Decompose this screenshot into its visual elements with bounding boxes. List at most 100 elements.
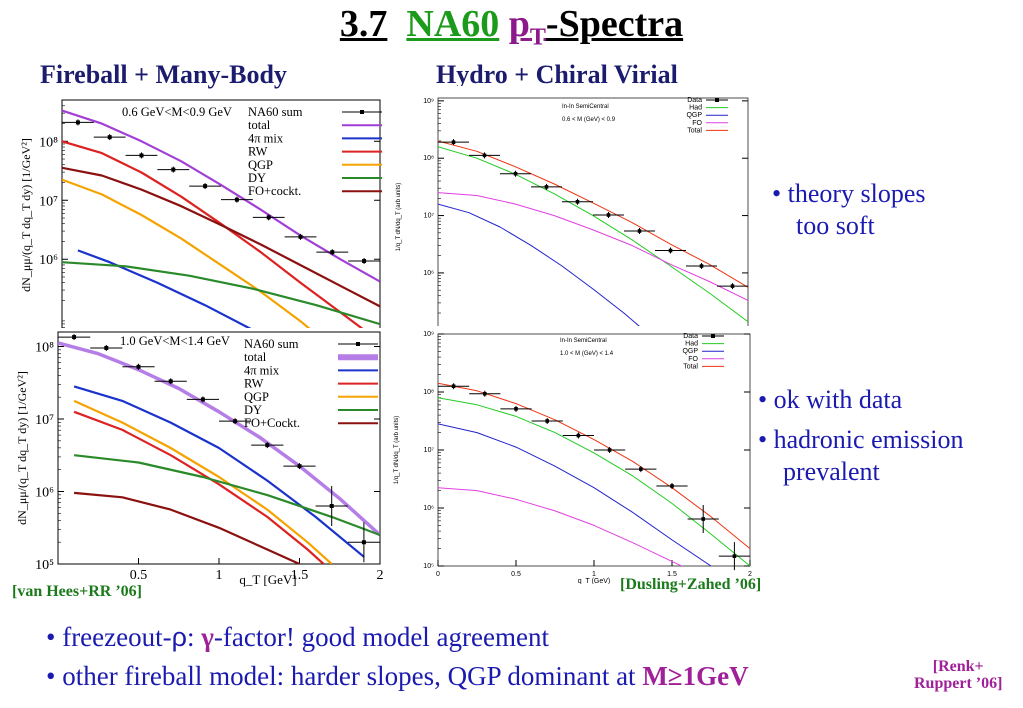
footer-bullet-other-model: • other fireball model: harder slopes, Q…: [46, 661, 749, 692]
right_bottom-legend-label-qgp: QGP: [682, 348, 698, 355]
left_top-annotation: 0.6 GeV<M<0.9 GeV: [122, 105, 232, 119]
left_top-data-point: [203, 184, 208, 189]
title-experiment: NA60: [406, 3, 500, 45]
right_top-ylabel: 1/q_T dN/dq_T (arb units): [396, 183, 402, 251]
left_top-data-point: [171, 167, 176, 172]
right_bottom-ytick-label: 10⁷: [424, 447, 435, 454]
chart-right-top-svg: 10⁹10⁸10⁷10⁶10⁵1/q_T dN/dq_T (arb units)…: [396, 97, 749, 337]
citation-right: [Dusling+Zahed ’06]: [620, 576, 762, 593]
left_top-curve-rw: [62, 140, 366, 330]
left_bottom-curve-qgp: [73, 399, 333, 564]
right_top-curve-qgp: [438, 203, 648, 334]
right_bottom-data-point: [514, 407, 518, 411]
footer-ref-line1: [Renk+: [932, 658, 984, 675]
left_top-legend-swatch-data-point: [360, 110, 364, 114]
left_bottom-data-point: [297, 464, 302, 469]
left_bottom-xtick-label: 0.5: [130, 568, 148, 583]
left_bottom-curve-fo-cockt: [74, 491, 300, 564]
right_top-data-point: [730, 284, 735, 288]
right_top-ytick-label: 10⁶: [423, 270, 434, 277]
right_bottom-data-point: [670, 484, 674, 488]
right_top-data-point: [544, 185, 549, 189]
right_bottom-legend-label-data: Data: [683, 333, 698, 340]
right_bottom-ylabel: 1/q_T dN/dq_T (arb units): [394, 416, 400, 484]
left_bottom-ytick-label: 10⁷: [35, 413, 54, 428]
chart-left-bottom-svg: 10⁸ 10⁷ 10⁶ 10⁵ 0.5 1 1.5 2 dN_μμ/(q_T dq_T dy) …: [15, 331, 384, 587]
right_bottom-xtick-label: 1.5: [667, 571, 677, 578]
left_bottom-legend-label-4-mix: 4π mix: [244, 363, 280, 377]
right_top-ytick-label: 10⁹: [423, 98, 434, 105]
right_top-legend-label-qgp: QGP: [686, 112, 702, 119]
right_top-legend-label-total: Total: [687, 127, 702, 134]
left_top-data-point: [298, 234, 303, 239]
left_bottom-annotation: 1.0 GeV<M<1.4 GeV: [120, 334, 230, 348]
left_top-data-point: [266, 215, 271, 220]
right_bottom-annotation-2: 1.0 < M (GeV) < 1.4: [560, 351, 614, 357]
slide-title: 3.7 NA60 pT-Spectra: [0, 2, 1023, 52]
right_top-ytick-label: 10⁸: [423, 155, 434, 162]
right_top-legend-label-fo: FO: [692, 120, 702, 127]
left_top-curve-dy: [62, 261, 380, 326]
bullet-hadronic-emission: • hadronic emission: [758, 425, 964, 454]
rho-symbol: ρ: [171, 622, 187, 652]
title-p-subscript: T: [529, 24, 546, 51]
bullet-prevalent: prevalent: [783, 457, 880, 486]
bullet-ok-with-data: • ok with data: [758, 385, 903, 414]
right_bottom-xtick-label: 2: [748, 571, 752, 578]
left_bottom-legend-swatch-data-point: [356, 342, 360, 346]
gamma-symbol: γ: [201, 622, 214, 652]
chart-right-bottom: 10⁹ 10⁸ 10⁷ 10⁶ 10⁵ 0 0.5 1 1.5 2 1/q_T dN/dq_T (a…: [386, 326, 758, 584]
right_bottom-data-point: [576, 433, 581, 438]
left_top-legend-label-dy: DY: [248, 171, 266, 185]
right_bottom-legend-label-total: Total: [683, 363, 698, 370]
right_bottom-xtick-label: 0.5: [511, 571, 521, 578]
right_bottom-curve-qgp: [438, 423, 713, 566]
right_top-data-point: [482, 153, 487, 158]
left_bottom-legend-label-fo-cockt: FO+Cockt.: [244, 416, 300, 430]
right_top-data-point: [699, 264, 704, 268]
right_top-legend-label-data: Data: [687, 97, 702, 104]
chart-left-top-svg: 10⁸ 10⁷ 10⁶ dN_μμ/(q_T dq_T dy) [1/GeV²] 0.6…: [19, 99, 382, 330]
title-p-letter: p: [508, 3, 530, 45]
left_bottom-ylabel: dN_μμ/(q_T dq_T dy) [1/GeV²]: [15, 371, 29, 525]
left_top-data-point: [75, 120, 80, 125]
right_top-data-point: [575, 200, 580, 204]
left_top-curve-qgp: [62, 178, 313, 330]
left_bottom-legend-label-na60-sum: NA60 sum: [244, 337, 299, 351]
left_bottom-data-point: [265, 443, 270, 448]
right_bottom-ytick-label: 10⁹: [423, 331, 434, 338]
left_top-data-point: [330, 250, 335, 255]
title-p: pT: [508, 3, 546, 51]
right_bottom-xtick-label: 1: [592, 571, 596, 578]
left_bottom-curve-dy: [73, 454, 380, 537]
right_bottom-legend-label-fo: FO: [688, 356, 698, 363]
left_bottom-curve-4-mix: [73, 385, 365, 558]
right_top-annotation-1: In-In SemiCentral: [562, 104, 609, 110]
left_bottom-legend-label-total: total: [244, 350, 267, 364]
left_top-plot-frame: [61, 99, 381, 330]
left_bottom-ytick-label: 10⁸: [35, 341, 54, 356]
right_bottom-data-point: [639, 467, 643, 471]
left_top-ytick-label: 10⁶: [39, 253, 58, 268]
left_top-ytick-label: 10⁸: [39, 135, 58, 150]
right_top-annotation-2: 0.6 < M (GeV) < 0.9: [562, 117, 616, 123]
chart-right-top: 10⁹10⁸10⁷10⁶10⁵1/q_T dN/dq_T (arb units)…: [388, 86, 758, 344]
right_top-curve-total: [438, 140, 748, 288]
left_bottom-curve-total: [58, 341, 380, 537]
left_bottom-data-point: [104, 345, 109, 350]
footer-ref-line2: Ruppert ’06]: [914, 675, 1003, 692]
right_top-data-point: [606, 213, 611, 217]
footer2-mass: M≥1GeV: [642, 661, 749, 691]
left_bottom-legend-label-rw: RW: [244, 377, 264, 391]
footer1-text-b: :: [186, 622, 202, 652]
left_bottom-legend-label-qgp: QGP: [244, 390, 269, 404]
right_bottom-xtick-label: 0: [436, 571, 440, 578]
right_bottom-ytick-label: 10⁸: [423, 389, 434, 396]
right_bottom-ytick-label: 10⁶: [423, 505, 434, 512]
left_bottom-xlabel: q_T [GeV]: [239, 572, 296, 587]
right_bottom-data-point: [701, 517, 705, 521]
right_top-data-point: [637, 229, 642, 233]
right_bottom-annotation-1: In-In SemiCentral: [560, 338, 607, 344]
right_bottom-curve-total: [438, 382, 750, 549]
